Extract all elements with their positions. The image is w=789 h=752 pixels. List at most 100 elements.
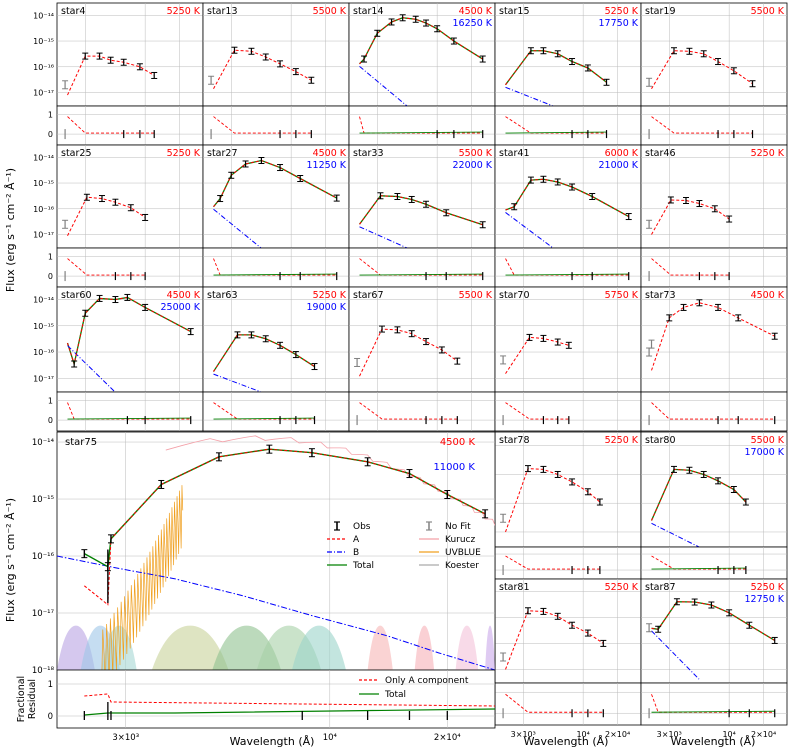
x-axis-label-main: Wavelength (Å): [230, 735, 315, 748]
filter-curve: [367, 625, 393, 670]
panel-star-label: star33: [353, 148, 384, 159]
filter-curve: [291, 625, 346, 670]
filter-curve: [414, 625, 435, 670]
panel-frame: [640, 144, 788, 249]
panel-temp-a: 5250 K: [605, 6, 639, 17]
panel-star73: star73 4500 K: [640, 286, 788, 432]
panel-temp-a: 5750 K: [605, 290, 639, 301]
series-a: [359, 17, 483, 65]
residual-frame: [56, 669, 496, 729]
panel-frame: [56, 286, 204, 393]
panel-star-label: star41: [499, 148, 530, 159]
residual-frame: [56, 247, 204, 288]
x-tick-label: 2×10⁴: [751, 730, 776, 739]
plot-area: [646, 299, 778, 371]
series-b: [213, 208, 262, 248]
plot-area: [212, 331, 318, 392]
residual-frame: [640, 391, 788, 432]
panel-temp-a: 5250 K: [167, 6, 201, 17]
panel-star75: star75 4500 K 11000 K 10⁻¹⁴ 10⁻¹⁵ 10⁻¹⁶ 10⁻¹⁷ 1…: [16, 431, 496, 743]
legend-label: Kurucz: [445, 535, 476, 545]
residual-a: [213, 402, 315, 420]
plot-area: [62, 193, 149, 236]
panel-temp-a: 4500 K: [440, 437, 476, 448]
panel-temp-a: 4500 K: [313, 148, 347, 159]
panel-frame: [494, 286, 642, 393]
panel-frame: [348, 2, 496, 107]
series-b: [651, 522, 700, 547]
plot-area: [66, 293, 194, 392]
y-tick-label: 10⁻¹⁶: [33, 205, 54, 214]
panel-temp-a: 5500 K: [751, 6, 785, 17]
panel-star-label: star19: [645, 6, 676, 17]
plot-area: [500, 607, 607, 670]
x-tick-label: 10⁴: [576, 730, 589, 739]
y-tick-label: 10⁻¹⁷: [33, 231, 54, 240]
panel-star-label: star75: [65, 437, 97, 448]
panel-star-label: star13: [207, 6, 238, 17]
residual-a: [67, 258, 146, 276]
plot-area: [359, 14, 486, 106]
y-axis-label-upper: Flux (erg s⁻¹ cm⁻² Å⁻¹): [4, 168, 17, 292]
panel-temp-b: 17000 K: [745, 447, 785, 458]
series-a: [505, 178, 629, 217]
residual-total: [84, 708, 496, 716]
x-tick-label: 3×10³: [657, 730, 682, 739]
y-tick-label: 10⁻¹⁵: [33, 179, 54, 188]
plot-area: [358, 192, 486, 248]
plot-area: [500, 465, 603, 533]
panel-temp-a: 5500 K: [313, 6, 347, 17]
residual-total: [359, 273, 483, 276]
panel-star67: star67 5500 K: [348, 286, 496, 432]
series-a: [651, 601, 775, 641]
panel-frame: [56, 144, 204, 249]
panel-temp-a: 4500 K: [751, 290, 785, 301]
resid-tick-label: 1: [48, 253, 53, 262]
residual-frame: [202, 105, 350, 146]
panel-star-label: star46: [645, 148, 676, 159]
panel-temp-b: 11000 K: [433, 462, 475, 473]
residual-axis-label-line: Residual: [27, 679, 38, 719]
panel-temp-b: 22000 K: [453, 160, 493, 171]
residual-frame: [348, 247, 496, 288]
residual-total: [651, 567, 746, 570]
panel-star-label: star80: [645, 435, 676, 446]
series-b: [359, 65, 408, 106]
panel-star13: star13 5500 K: [202, 2, 350, 146]
residual-a: [505, 402, 569, 420]
residual-total: [505, 273, 629, 276]
plot-area: [213, 157, 340, 248]
panel-star-label: star25: [61, 148, 92, 159]
y-axis-label-lower: Flux (erg s⁻¹ cm⁻² Å⁻¹): [4, 498, 17, 622]
legend-label: A: [353, 535, 360, 545]
panel-frame: [348, 286, 496, 393]
legend-main: Obs AB Total No Fit Kurucz UVBLUE Koester: [327, 521, 481, 571]
residual-frame: [56, 391, 204, 432]
panel-temp-b: 11250 K: [307, 160, 347, 171]
residual-frame: [202, 247, 350, 288]
residual-total: [505, 131, 607, 134]
panel-frame: [494, 431, 642, 548]
residual-a: [505, 555, 600, 570]
panel-temp-a: 5250 K: [167, 148, 201, 159]
panel-star46: star46 5250 K: [640, 144, 788, 288]
legend-label: Total: [352, 561, 374, 571]
panel-temp-a: 5250 K: [751, 582, 785, 593]
residual-a: [651, 694, 775, 713]
panel-star-label: star14: [353, 6, 384, 17]
residual-a: [505, 258, 629, 276]
resid-tick-label: 0: [48, 712, 53, 722]
panel-star-label: star78: [499, 435, 530, 446]
y-tick-label: 10⁻¹⁷: [32, 609, 55, 619]
panel-frame: [494, 144, 642, 249]
panel-frame: [56, 2, 204, 107]
panel-star25: star25 5250 K 10⁻¹⁴ 10⁻¹⁵ 10⁻¹⁶ 10⁻¹⁷ 1 0: [33, 144, 204, 288]
uvblue-spectrum: [101, 485, 184, 670]
panel-star4: star4 5250 K 10⁻¹⁴ 10⁻¹⁵ 10⁻¹⁶ 10⁻¹⁷ 1 0: [33, 2, 204, 146]
x-tick-label: 2×10⁴: [434, 733, 461, 743]
